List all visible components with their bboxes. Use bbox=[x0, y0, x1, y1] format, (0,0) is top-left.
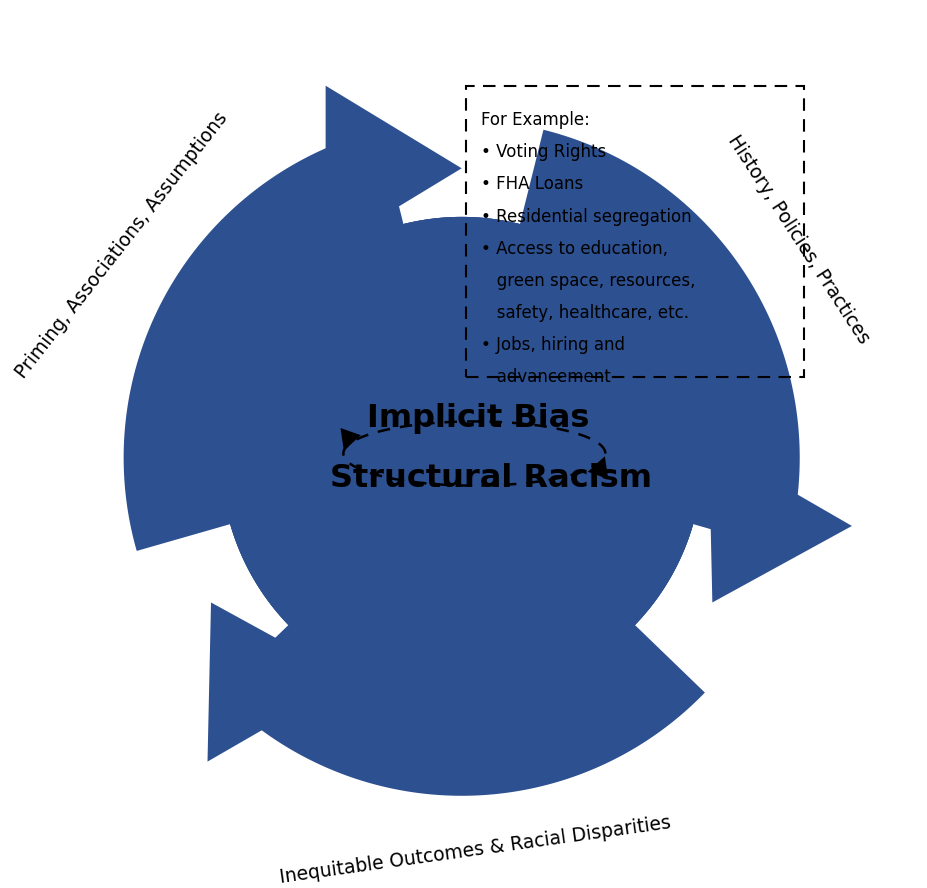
Text: • Access to education,: • Access to education, bbox=[480, 240, 667, 258]
Polygon shape bbox=[587, 456, 607, 479]
Text: Implicit Bias: Implicit Bias bbox=[367, 402, 590, 433]
Text: Inequitable Outcomes & Racial Disparities: Inequitable Outcomes & Racial Disparitie… bbox=[278, 813, 671, 887]
Text: • Voting Rights: • Voting Rights bbox=[480, 143, 605, 162]
Polygon shape bbox=[123, 130, 702, 699]
Text: History, Policies, Practices: History, Policies, Practices bbox=[723, 131, 872, 347]
Text: advancement: advancement bbox=[480, 369, 610, 386]
Text: • Jobs, hiring and: • Jobs, hiring and bbox=[480, 336, 625, 354]
Polygon shape bbox=[340, 428, 361, 451]
Text: • Residential segregation: • Residential segregation bbox=[480, 208, 691, 226]
Polygon shape bbox=[218, 217, 705, 796]
Text: Priming, Associations, Assumptions: Priming, Associations, Assumptions bbox=[11, 108, 231, 382]
Bar bbox=[465, 86, 803, 377]
Polygon shape bbox=[325, 85, 462, 251]
Polygon shape bbox=[708, 443, 851, 602]
Polygon shape bbox=[208, 602, 350, 762]
Polygon shape bbox=[221, 130, 799, 699]
Text: Structural Racism: Structural Racism bbox=[330, 464, 652, 495]
Text: • FHA Loans: • FHA Loans bbox=[480, 176, 583, 194]
Text: safety, healthcare, etc.: safety, healthcare, etc. bbox=[480, 304, 689, 322]
Text: green space, resources,: green space, resources, bbox=[480, 272, 695, 289]
Text: For Example:: For Example: bbox=[480, 111, 590, 130]
